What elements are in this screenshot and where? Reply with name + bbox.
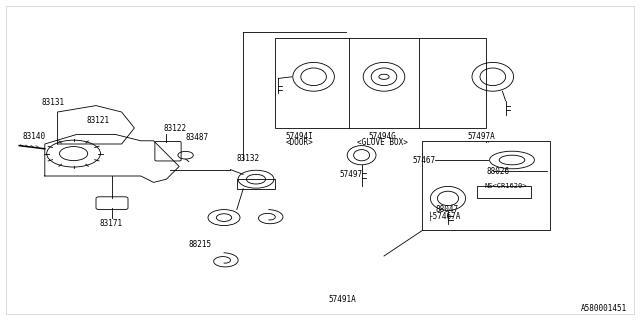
Polygon shape: [45, 134, 179, 182]
Polygon shape: [58, 106, 134, 144]
Text: 83140: 83140: [22, 132, 45, 140]
Text: 83132: 83132: [237, 154, 260, 163]
Text: 88215: 88215: [189, 240, 212, 249]
Text: NS<CR1620>: NS<CR1620>: [484, 183, 527, 188]
Text: <GLOVE BOX>: <GLOVE BOX>: [357, 138, 408, 147]
Text: 83131: 83131: [42, 98, 65, 107]
Text: 83122: 83122: [163, 124, 186, 132]
Text: 57497A: 57497A: [467, 132, 495, 140]
Text: 57491A: 57491A: [328, 295, 356, 304]
Text: 57497: 57497: [339, 170, 362, 179]
Text: 88026: 88026: [486, 167, 509, 176]
Text: 83171: 83171: [99, 220, 122, 228]
Text: 57494G: 57494G: [369, 132, 397, 140]
Text: ├57467A: ├57467A: [428, 211, 460, 221]
Text: 57467: 57467: [413, 156, 436, 164]
Text: 88047: 88047: [435, 205, 458, 214]
Text: 57494I: 57494I: [285, 132, 314, 140]
Text: <DOOR>: <DOOR>: [285, 138, 314, 147]
Text: 83121: 83121: [86, 116, 109, 124]
Text: 83487: 83487: [186, 133, 209, 142]
Text: A580001451: A580001451: [581, 304, 627, 313]
